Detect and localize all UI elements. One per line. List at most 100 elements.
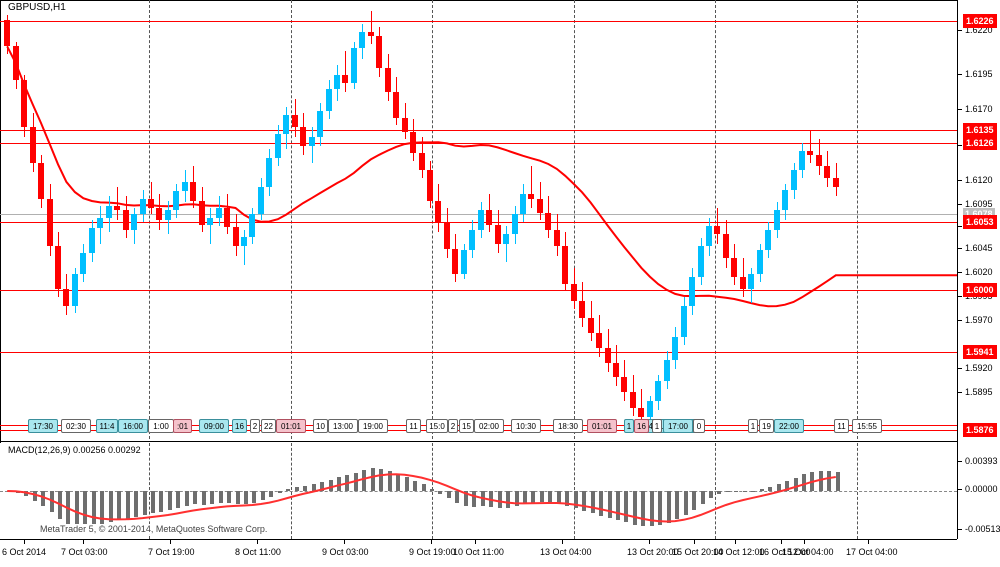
event-marker[interactable]: 01:01 <box>587 419 617 433</box>
event-marker[interactable]: 16:00 <box>118 419 148 433</box>
candle-body <box>131 214 137 230</box>
price-axis[interactable]: 1.62201.61951.61701.61451.61201.60951.60… <box>958 0 1000 539</box>
event-marker[interactable]: 2 <box>250 419 260 433</box>
level-line[interactable] <box>0 130 957 131</box>
macd-signal-line <box>7 473 836 523</box>
candle-body <box>258 186 264 215</box>
time-axis[interactable]: 6 Oct 2014 7 Oct 03:00 7 Oct 19:00 8 Oct 11… <box>0 540 957 567</box>
candle-body <box>419 153 425 171</box>
candle-body <box>588 317 594 333</box>
level-line[interactable] <box>0 352 957 353</box>
time-axis-tick <box>257 540 258 544</box>
macd-histogram-bar <box>692 491 697 510</box>
event-marker[interactable]: 09:00 <box>199 419 229 433</box>
macd-histogram-bar <box>515 491 520 507</box>
event-marker[interactable]: 1 <box>652 419 662 433</box>
price-level-badge[interactable]: 1.5876 <box>963 423 997 437</box>
event-marker[interactable]: 11:4 <box>96 419 118 433</box>
time-axis-tick <box>344 540 345 544</box>
event-marker-row[interactable]: 17:30 02:30 11:4 16:00 1:00:01 09:00 16 2 22 01:0… <box>0 419 957 437</box>
price-level-badge[interactable]: 1.6135 <box>963 123 997 137</box>
price-level-badge[interactable]: 1.6000 <box>963 283 997 297</box>
macd-histogram-bar <box>667 491 672 523</box>
event-marker[interactable]: 02:00 <box>474 419 504 433</box>
event-marker[interactable]: 15:0 <box>426 419 448 433</box>
level-line[interactable] <box>0 290 957 291</box>
price-level-badge[interactable]: 1.6126 <box>963 136 997 150</box>
macd-histogram-bar <box>599 491 604 516</box>
time-axis-label: 9 Oct 19:00 <box>409 547 456 557</box>
candle-body <box>334 74 340 90</box>
event-marker[interactable]: 15 <box>459 419 474 433</box>
macd-histogram-bar <box>159 491 164 512</box>
candle-body <box>376 35 382 68</box>
event-marker[interactable]: 02:30 <box>61 419 91 433</box>
macd-indicator-pane[interactable] <box>0 443 957 539</box>
time-axis-tick <box>694 540 695 544</box>
event-marker[interactable]: 1 <box>748 419 758 433</box>
event-marker[interactable]: :01 <box>173 419 192 433</box>
macd-histogram-bar <box>193 491 198 505</box>
event-marker[interactable]: 22:00 <box>774 419 804 433</box>
event-marker[interactable]: 16 <box>232 419 247 433</box>
price-level-badge[interactable]: 1.5941 <box>963 345 997 359</box>
event-marker[interactable]: 11 <box>834 419 849 433</box>
symbol-period-label: GBPUSD,H1 <box>6 2 68 13</box>
macd-histogram-bar <box>100 491 105 525</box>
time-axis-label: 8 Oct 11:00 <box>235 547 281 557</box>
macd-histogram-bar <box>717 491 722 495</box>
macd-histogram-bar <box>709 491 714 499</box>
candle-body <box>216 208 222 218</box>
macd-histogram-bar <box>261 491 266 501</box>
event-marker[interactable]: 01:01 <box>276 419 306 433</box>
event-marker[interactable]: 16 <box>634 419 649 433</box>
event-marker[interactable]: 22 <box>261 419 276 433</box>
level-line[interactable] <box>0 143 957 144</box>
event-marker[interactable]: 19 <box>759 419 774 433</box>
macd-histogram-bar <box>295 486 300 491</box>
pane-separator <box>0 441 957 442</box>
macd-histogram-bar <box>362 470 367 491</box>
event-marker[interactable]: 17:00 <box>663 419 693 433</box>
candle-body <box>791 170 797 191</box>
price-level-badge[interactable]: 1.6053 <box>963 215 997 229</box>
macd-axis-tick <box>958 461 962 462</box>
event-marker[interactable]: 11 <box>406 419 421 433</box>
event-marker[interactable]: 19:00 <box>358 419 388 433</box>
time-axis-label: 13 Oct 04:00 <box>540 547 592 557</box>
macd-axis-label: -0.00513 <box>965 524 1000 534</box>
macd-histogram-bar <box>83 491 88 528</box>
macd-histogram-bar <box>269 491 274 497</box>
level-line[interactable] <box>0 21 957 22</box>
event-marker[interactable]: 18:30 <box>553 419 583 433</box>
candle-wick <box>244 229 245 266</box>
price-level-badge[interactable]: 1.6226 <box>963 14 997 28</box>
price-axis-label: 1.6220 <box>965 25 993 35</box>
moving-average-line <box>6 45 957 308</box>
event-marker[interactable]: 1:00 <box>148 419 174 433</box>
price-axis-label: 1.5920 <box>965 363 993 373</box>
event-marker[interactable]: 13:00 <box>328 419 358 433</box>
event-marker[interactable]: 10 <box>313 419 328 433</box>
event-marker[interactable]: 15:55 <box>852 419 882 433</box>
candle-wick <box>531 166 532 209</box>
time-axis-label: 6 Oct 2014 <box>2 547 47 557</box>
event-marker[interactable]: 1 <box>624 419 634 433</box>
copyright-text: MetaTrader 5, © 2001-2014, MetaQuotes So… <box>38 524 270 534</box>
macd-histogram-bar <box>396 473 401 491</box>
gridline-vertical <box>715 443 716 539</box>
event-marker[interactable]: 17:30 <box>28 419 58 433</box>
candle-body <box>47 198 53 247</box>
event-marker[interactable]: 10:30 <box>511 419 541 433</box>
macd-histogram-bar <box>126 491 131 520</box>
macd-histogram-bar <box>506 491 511 508</box>
candle-body <box>723 234 729 259</box>
candle-body <box>30 127 36 163</box>
price-chart-pane[interactable] <box>0 0 957 540</box>
price-axis-label: 1.6020 <box>965 267 993 277</box>
event-marker[interactable]: 2 <box>448 419 458 433</box>
candle-body <box>731 258 737 278</box>
macd-histogram-bar <box>768 486 773 491</box>
macd-histogram-bar <box>168 491 173 511</box>
event-marker[interactable]: 0 <box>693 419 705 433</box>
